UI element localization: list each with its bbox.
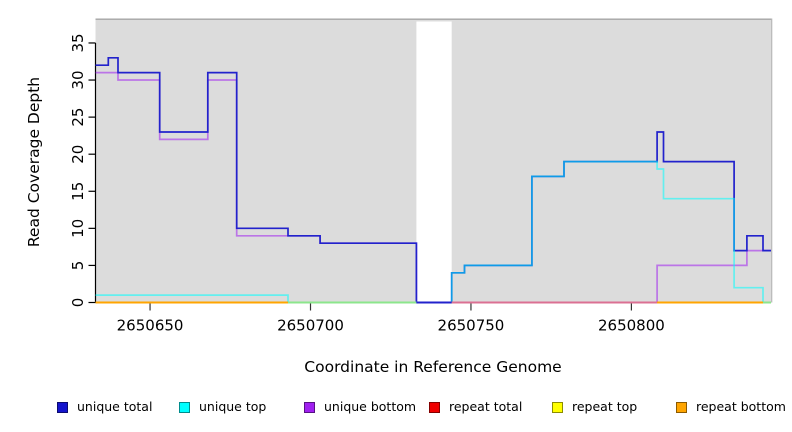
- legend-item-repeat-top: repeat top: [552, 398, 637, 416]
- series-unique-bottom: [95, 71, 771, 304]
- legend-item-unique-bottom: unique bottom: [304, 398, 416, 416]
- unique-bottom-swatch-icon: [304, 401, 315, 413]
- legend-item-repeat-bottom: repeat bottom: [676, 398, 786, 416]
- legend-label: repeat total: [449, 399, 523, 414]
- legend-item-unique-total: unique total: [57, 398, 152, 416]
- x-tick-label: 2650800: [598, 317, 665, 335]
- legend-label: unique bottom: [324, 399, 417, 414]
- legend: unique total unique top unique bottom re…: [0, 398, 792, 418]
- legend-item-unique-top: unique top: [179, 398, 266, 416]
- y-tick-label: 25: [69, 108, 87, 127]
- y-tick-label: 0: [69, 298, 87, 308]
- series-unique-top: [95, 160, 771, 304]
- unique-total-swatch-icon: [57, 401, 68, 413]
- repeat-total-swatch-icon: [429, 401, 440, 413]
- y-tick-label: 30: [69, 70, 87, 89]
- legend-label: unique top: [199, 399, 267, 414]
- y-axis-title: Read Coverage Depth: [25, 76, 43, 248]
- legend-item-repeat-total: repeat total: [429, 398, 522, 416]
- coverage-gap-band: [416, 21, 452, 303]
- x-tick-label: 2650650: [117, 317, 184, 335]
- y-tick-label: 5: [69, 261, 87, 271]
- legend-label: repeat bottom: [696, 399, 786, 414]
- x-tick-label: 2650700: [277, 317, 344, 335]
- y-tick-label: 35: [69, 33, 87, 52]
- y-tick-label: 10: [69, 219, 87, 238]
- repeat-bottom-swatch-icon: [676, 401, 687, 413]
- x-axis: 2650650 2650700 2650750 2650800: [117, 303, 665, 335]
- y-tick-label: 20: [69, 145, 87, 164]
- x-axis-title: Coordinate in Reference Genome: [304, 358, 562, 376]
- repeat-top-swatch-icon: [552, 401, 563, 413]
- unique-top-swatch-icon: [179, 401, 190, 413]
- y-axis: 0 5 10 15 20 25 30 35: [69, 33, 97, 308]
- y-tick-label: 15: [69, 182, 87, 201]
- legend-label: unique total: [77, 399, 153, 414]
- legend-label: repeat top: [572, 399, 638, 414]
- x-tick-label: 2650750: [438, 317, 505, 335]
